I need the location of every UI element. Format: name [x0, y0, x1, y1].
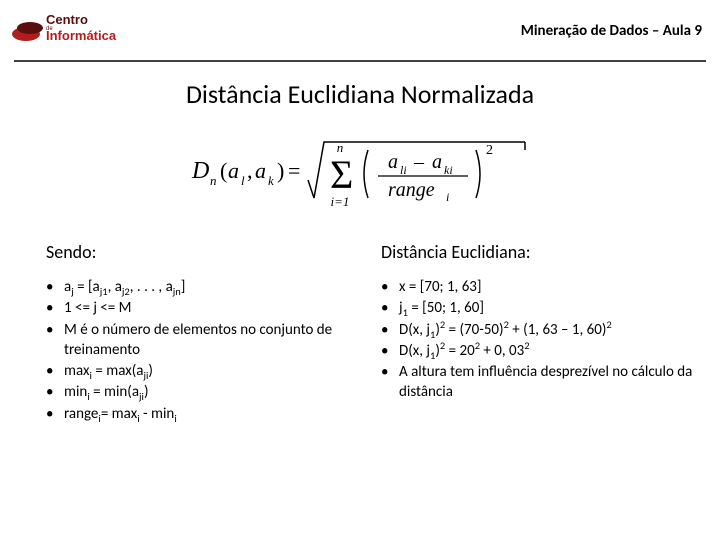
page-title: Mineração de Dados – Aula 9 [521, 8, 702, 40]
svg-text:li: li [400, 163, 407, 177]
list-item: j1 = [50; 1, 60] [381, 298, 698, 318]
left-column: Sendo: aj = [aj1, aj2, . . . , ajn]1 <= … [46, 241, 363, 425]
list-item: x = [70; 1, 63] [381, 277, 698, 297]
svg-text:a: a [255, 158, 266, 183]
right-heading: Distância Euclidiana: [381, 241, 698, 263]
content-columns: Sendo: aj = [aj1, aj2, . . . , ajn]1 <= … [0, 233, 720, 425]
svg-text:l: l [241, 173, 245, 188]
svg-text:a: a [228, 158, 239, 183]
svg-text:,: , [247, 158, 253, 183]
svg-text:range: range [388, 179, 435, 201]
list-item: D(x, j1)2 = 202 + 0, 032 [381, 341, 698, 361]
slide-header: Centro de Informática Mineração de Dados… [0, 0, 720, 58]
left-heading: Sendo: [46, 241, 363, 263]
list-item: A altura tem influência desprezível no c… [381, 362, 698, 403]
svg-text:i=1: i=1 [331, 194, 350, 209]
svg-text:k: k [268, 173, 274, 188]
left-list: aj = [aj1, aj2, . . . , ajn]1 <= j <= MM… [46, 277, 363, 424]
slide-title: Distância Euclidiana Normalizada [0, 78, 720, 110]
formula: D n ( a l , a k ) = Σ n i=1 a li – a ki … [0, 128, 720, 219]
logo-text-top: Centro [46, 12, 88, 27]
logo-text-mid: Informática [46, 28, 117, 43]
svg-text:2: 2 [486, 143, 493, 158]
svg-text:n: n [210, 173, 217, 188]
right-list: x = [70; 1, 63]j1 = [50; 1, 60]D(x, j1)2… [381, 277, 698, 403]
right-column: Distância Euclidiana: x = [70; 1, 63]j1 … [381, 241, 698, 425]
svg-text:i: i [446, 190, 449, 204]
svg-text:=: = [288, 158, 300, 183]
svg-text:(: ( [220, 158, 227, 183]
list-item: rangei= maxi - mini [46, 404, 363, 424]
list-item: aj = [aj1, aj2, . . . , ajn] [46, 277, 363, 297]
list-item: mini = min(aji) [46, 382, 363, 402]
svg-text:D: D [191, 158, 209, 184]
svg-text:a: a [432, 151, 442, 173]
svg-text:): ) [277, 158, 284, 183]
svg-text:ki: ki [444, 163, 453, 177]
svg-text:n: n [337, 140, 344, 155]
list-item: M é o número de elementos no conjunto de… [46, 320, 363, 361]
list-item: D(x, j1)2 = (70-50)2 + (1, 63 – 1, 60)2 [381, 320, 698, 340]
logo: Centro de Informática [8, 8, 128, 54]
list-item: 1 <= j <= M [46, 298, 363, 318]
svg-text:–: – [413, 151, 425, 173]
logo-icon: Centro de Informática [8, 8, 128, 54]
list-item: maxi = max(aji) [46, 361, 363, 381]
svg-text:a: a [388, 151, 398, 173]
header-divider [14, 60, 706, 62]
svg-text:Σ: Σ [330, 152, 353, 197]
